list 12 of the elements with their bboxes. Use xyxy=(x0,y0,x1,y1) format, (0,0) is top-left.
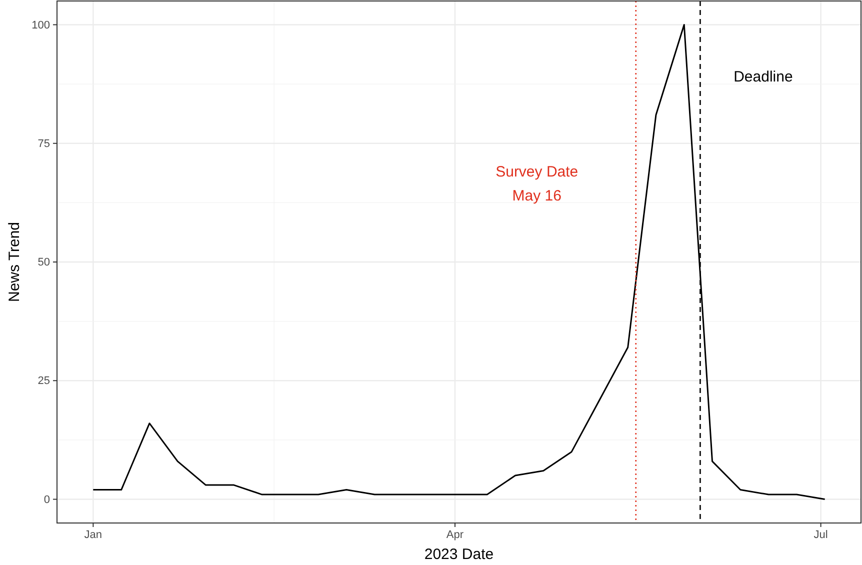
y-axis-title: News Trend xyxy=(6,222,23,302)
y-tick-label: 50 xyxy=(38,256,50,269)
ref-line-label: Deadline xyxy=(734,68,793,86)
x-tick-label: Jan xyxy=(84,528,102,541)
y-tick-label: 25 xyxy=(38,375,50,388)
ref-line-label: Survey Date May 16 xyxy=(496,164,578,205)
y-tick-label: 75 xyxy=(38,138,50,150)
y-tick-label: 0 xyxy=(44,494,50,506)
x-axis-title: 2023 Date xyxy=(424,546,494,563)
y-tick-label: 100 xyxy=(32,19,50,32)
x-tick-label: Apr xyxy=(446,528,464,541)
x-tick-label: Jul xyxy=(814,528,828,541)
